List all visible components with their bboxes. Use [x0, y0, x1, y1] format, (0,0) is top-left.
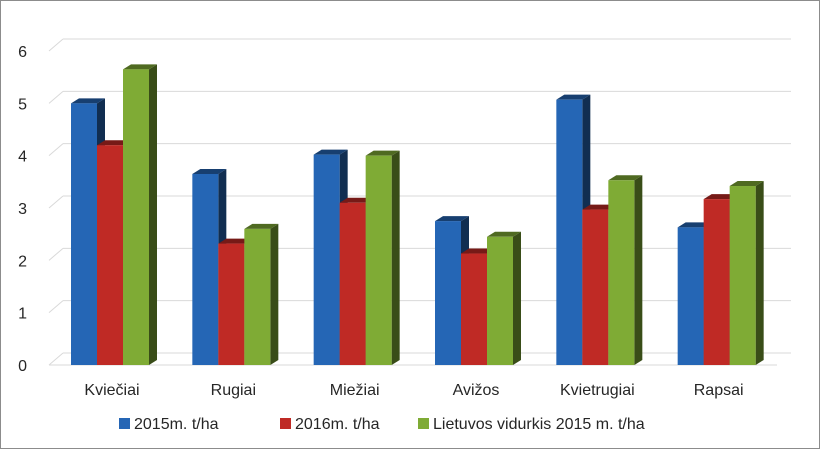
bar-front: [244, 228, 271, 365]
legend-swatch: [418, 418, 429, 429]
x-tick-label: Avižos: [453, 382, 500, 399]
bar-front: [313, 154, 340, 365]
bar-top: [487, 231, 521, 237]
bar-front: [461, 253, 487, 365]
y-tick-label: 1: [18, 306, 27, 323]
bar-top: [435, 216, 469, 222]
bar-top: [218, 238, 253, 244]
y-tick-label: 6: [18, 44, 27, 61]
bar-side: [391, 150, 400, 365]
bar-front: [339, 202, 366, 365]
bar-side: [149, 64, 157, 366]
y-tick-label: 3: [18, 201, 27, 218]
x-tick-label: Kvietrugiai: [560, 382, 635, 399]
bars-layer: [71, 64, 764, 366]
bar: [487, 231, 521, 365]
bar-top: [71, 98, 105, 104]
bar-top: [365, 150, 400, 156]
legend-label: Lietuvos vidurkis 2015 m. t/ha: [433, 416, 645, 433]
bar-top: [123, 64, 157, 70]
gridline-depth: [48, 300, 64, 314]
y-tick-label: 4: [18, 149, 27, 166]
bar-front: [582, 209, 609, 365]
x-tick-label: Rapsai: [694, 382, 744, 399]
bar-front: [487, 236, 513, 365]
x-tick-label: Kviečiai: [84, 382, 139, 399]
legend-label: 2015m. t/ha: [134, 416, 219, 433]
bar: [729, 181, 764, 365]
gridline-depth: [48, 90, 64, 104]
bar: [244, 223, 279, 365]
bar-front: [435, 221, 461, 365]
bar-front: [608, 180, 635, 365]
bar-front: [123, 69, 149, 366]
legend-item: Lietuvos vidurkis 2015 m. t/ha: [418, 416, 645, 433]
bar-side: [634, 175, 643, 365]
x-axis: Kviečiai Rugiai Miežiai Avižos Kvietrugiai Ra…: [84, 382, 743, 399]
bar: [608, 175, 643, 365]
bar-top: [677, 222, 712, 228]
bar-side: [755, 181, 764, 365]
y-tick-label: 5: [18, 96, 27, 113]
bar: [123, 64, 157, 366]
bar-top: [729, 181, 764, 187]
bar-front: [365, 155, 392, 365]
bar-top: [582, 204, 617, 210]
legend-label: 2016m. t/ha: [295, 416, 380, 433]
legend: 2015m. t/ha 2016m. t/ha Lietuvos vidurkis …: [119, 416, 645, 433]
legend-item: 2016m. t/ha: [280, 416, 380, 433]
x-tick-label: Rugiai: [211, 382, 256, 399]
bar-top: [244, 223, 279, 229]
bar-top: [192, 168, 227, 174]
gridline-depth: [48, 352, 64, 366]
gridline-depth: [48, 195, 64, 209]
bar-top: [339, 197, 374, 203]
y-tick-label: 0: [18, 358, 27, 375]
bar-front: [192, 173, 219, 365]
legend-swatch: [119, 418, 130, 429]
bar-front: [71, 103, 97, 365]
legend-swatch: [280, 418, 291, 429]
bar-side: [270, 223, 279, 365]
bar-front: [703, 199, 730, 365]
bar-front: [218, 243, 245, 365]
y-axis: 0 1 2 3 4 5 6: [18, 44, 27, 375]
gridline-depth: [48, 247, 64, 261]
bar-top: [608, 175, 643, 181]
bar-front: [97, 145, 123, 365]
gridlines: [48, 38, 791, 366]
legend-item: 2015m. t/ha: [119, 416, 219, 433]
bar: [365, 150, 400, 365]
bar-side: [513, 231, 521, 365]
bar-top: [97, 140, 131, 146]
bar-front: [556, 99, 583, 366]
bar-front: [677, 227, 704, 365]
bar-top: [313, 149, 348, 155]
bar-top: [556, 94, 591, 100]
bar-top: [461, 248, 495, 254]
bar-front: [729, 186, 756, 365]
gridline-depth: [48, 38, 64, 52]
x-tick-label: Miežiai: [330, 382, 380, 399]
y-tick-label: 2: [18, 253, 27, 270]
gridline-depth: [48, 143, 64, 157]
bar-top: [703, 194, 738, 200]
